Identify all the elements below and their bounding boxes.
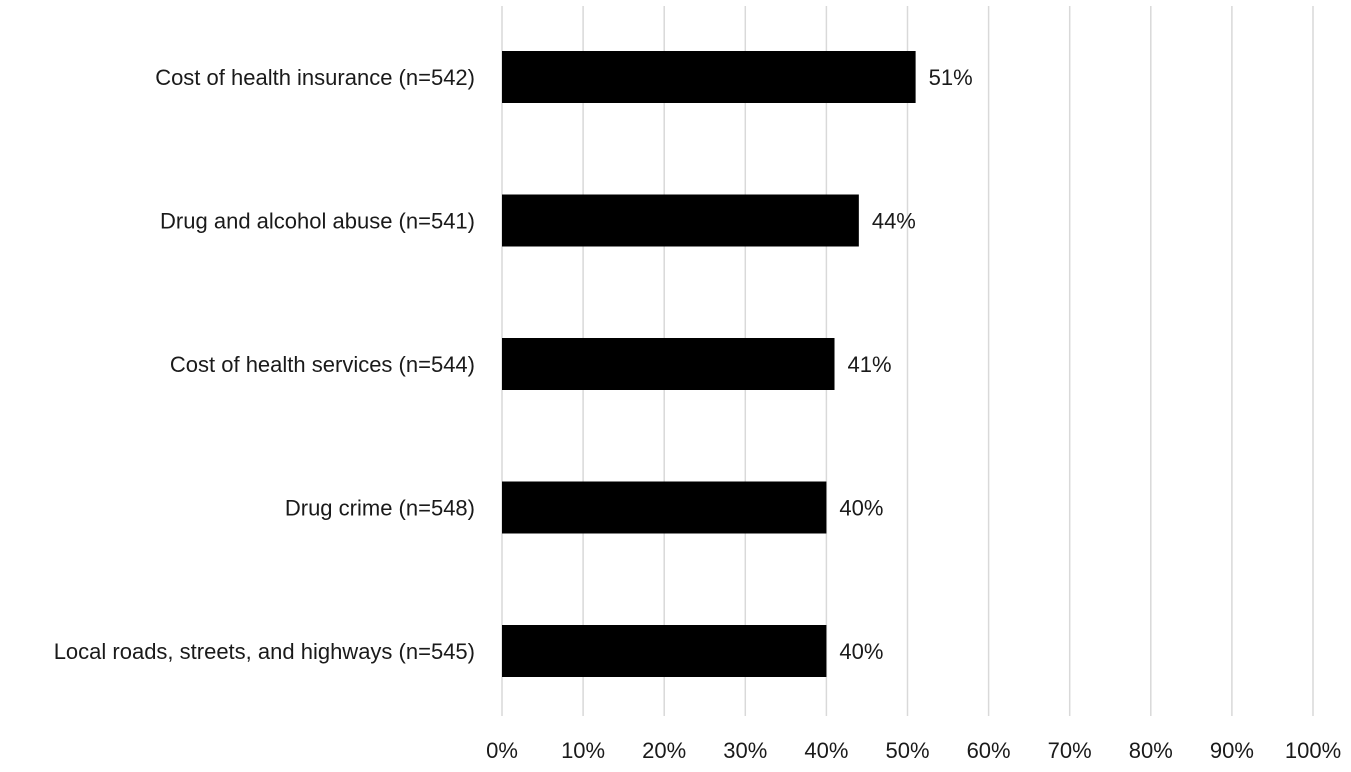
category-label-2: Cost of health services (n=544) [170,352,475,377]
x-tick-label-50: 50% [885,738,929,763]
data-label-3: 40% [839,496,883,521]
bars [502,51,916,677]
category-label-3: Drug crime (n=548) [285,496,475,521]
bar-2 [502,338,835,390]
labels: 0% 10% 20% 30% 40% 50% 60% 70% 80% 90% 100% Cost of… [54,65,1341,763]
data-label-2: 41% [848,352,892,377]
x-tick-label-30: 30% [723,738,767,763]
data-label-1: 44% [872,209,916,234]
x-tick-label-70: 70% [1048,738,1092,763]
category-label-0: Cost of health insurance (n=542) [155,65,475,90]
x-tick-label-90: 90% [1210,738,1254,763]
bar-0 [502,51,916,103]
x-tick-label-10: 10% [561,738,605,763]
x-tick-label-100: 100% [1285,738,1341,763]
bar-4 [502,625,827,677]
x-tick-label-0: 0% [486,738,518,763]
category-label-4: Local roads, streets, and highways (n=54… [54,639,475,664]
x-tick-label-20: 20% [642,738,686,763]
data-label-4: 40% [839,639,883,664]
bar-1 [502,194,859,247]
x-tick-label-40: 40% [804,738,848,763]
data-label-0: 51% [929,65,973,90]
category-label-1: Drug and alcohol abuse (n=541) [160,209,475,234]
bar-3 [502,481,827,534]
x-tick-label-80: 80% [1129,738,1173,763]
x-tick-label-60: 60% [967,738,1011,763]
